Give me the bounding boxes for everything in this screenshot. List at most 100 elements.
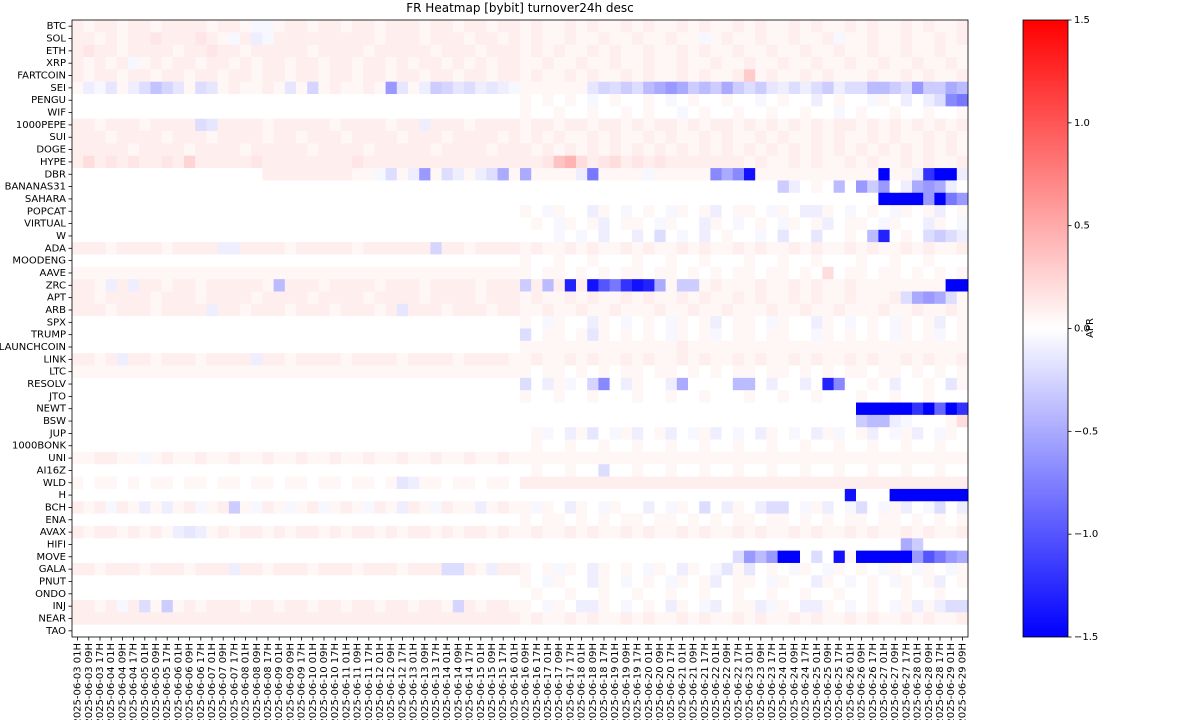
cell bbox=[934, 365, 946, 379]
x-tick-label: 2025-06-25 17H bbox=[834, 643, 845, 720]
cell bbox=[273, 365, 286, 379]
cell bbox=[441, 575, 454, 589]
cell bbox=[777, 365, 790, 379]
cell bbox=[363, 599, 375, 613]
cell bbox=[878, 57, 890, 70]
cell bbox=[94, 353, 106, 366]
cell bbox=[766, 205, 778, 218]
cell bbox=[564, 365, 577, 379]
cell bbox=[788, 205, 801, 218]
cell bbox=[788, 538, 801, 552]
cell bbox=[105, 131, 118, 144]
cell bbox=[564, 291, 577, 305]
y-tick-label: APT bbox=[47, 293, 67, 304]
cell bbox=[195, 538, 207, 552]
cell bbox=[553, 402, 566, 416]
cell bbox=[184, 377, 196, 391]
cell bbox=[699, 501, 711, 514]
cell bbox=[553, 20, 566, 33]
cell bbox=[251, 427, 263, 440]
cell bbox=[576, 562, 588, 576]
cell bbox=[721, 303, 734, 317]
cell bbox=[755, 118, 767, 132]
cell bbox=[374, 390, 386, 403]
cell bbox=[956, 538, 969, 552]
cell bbox=[520, 340, 532, 354]
cell bbox=[139, 612, 151, 626]
cell bbox=[620, 488, 633, 502]
cell bbox=[318, 538, 330, 552]
cell bbox=[105, 155, 118, 169]
cell bbox=[262, 229, 274, 243]
cell bbox=[374, 476, 386, 490]
cell bbox=[363, 562, 375, 576]
cell bbox=[542, 488, 554, 502]
cell bbox=[318, 106, 330, 120]
cell bbox=[352, 402, 364, 416]
x-tick-label: 2025-06-26 01H bbox=[845, 643, 856, 720]
cell bbox=[553, 180, 566, 194]
cell bbox=[531, 599, 543, 613]
cell bbox=[811, 229, 823, 243]
cell bbox=[844, 57, 857, 70]
cell bbox=[587, 464, 599, 477]
cell bbox=[844, 118, 857, 132]
cell bbox=[94, 550, 106, 564]
cell bbox=[195, 550, 207, 564]
cell bbox=[755, 377, 767, 391]
cell bbox=[83, 390, 95, 403]
cell bbox=[654, 390, 666, 403]
cell bbox=[329, 501, 342, 514]
cell bbox=[822, 291, 834, 305]
cell bbox=[161, 513, 174, 527]
cell bbox=[128, 427, 140, 440]
cell bbox=[251, 414, 263, 428]
cell bbox=[116, 501, 129, 514]
cell bbox=[844, 488, 857, 502]
cell bbox=[150, 562, 162, 576]
cell bbox=[318, 32, 330, 46]
cell bbox=[72, 229, 84, 243]
cell bbox=[251, 439, 263, 453]
cell bbox=[889, 439, 902, 453]
cell bbox=[867, 205, 879, 218]
cell bbox=[296, 131, 308, 144]
cell bbox=[497, 266, 510, 280]
cell bbox=[408, 451, 420, 465]
cell bbox=[676, 106, 689, 120]
cell bbox=[508, 192, 521, 206]
cell bbox=[889, 44, 902, 58]
cell bbox=[352, 599, 364, 613]
cell bbox=[620, 205, 633, 218]
cell bbox=[497, 464, 510, 477]
cell bbox=[307, 439, 319, 453]
cell bbox=[150, 599, 162, 613]
cell bbox=[184, 427, 196, 440]
cell bbox=[945, 279, 958, 292]
cell bbox=[161, 365, 174, 379]
cell bbox=[240, 217, 252, 231]
cell bbox=[844, 550, 857, 564]
cell bbox=[844, 316, 857, 329]
cell bbox=[105, 81, 118, 95]
cell bbox=[374, 57, 386, 70]
cell bbox=[105, 464, 118, 477]
cell bbox=[688, 402, 700, 416]
cell bbox=[352, 57, 364, 70]
cell bbox=[441, 451, 454, 465]
cell bbox=[553, 476, 566, 490]
cell bbox=[72, 303, 84, 317]
cell bbox=[542, 612, 554, 626]
cell bbox=[598, 180, 610, 194]
cell bbox=[251, 303, 263, 317]
cell bbox=[374, 624, 386, 638]
cell bbox=[374, 94, 386, 107]
cell bbox=[822, 476, 834, 490]
cell bbox=[576, 464, 588, 477]
cell bbox=[139, 353, 151, 366]
cell bbox=[956, 118, 969, 132]
cell bbox=[844, 81, 857, 95]
cell bbox=[800, 131, 812, 144]
cell bbox=[710, 390, 722, 403]
cell bbox=[609, 599, 622, 613]
